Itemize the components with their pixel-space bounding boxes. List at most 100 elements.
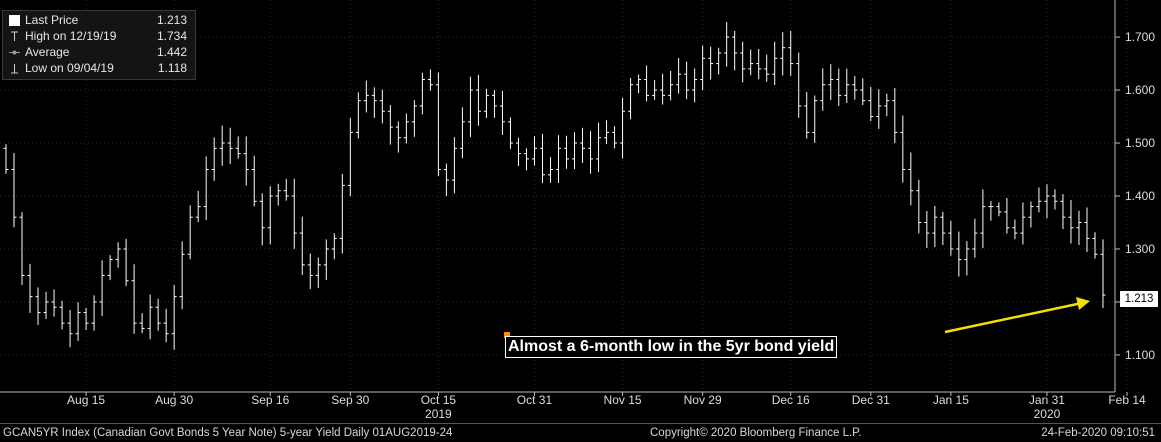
legend-last-label: Last Price [25, 13, 79, 27]
ohlc-bar [539, 134, 545, 184]
annotation-marker [504, 332, 510, 338]
y-tick-label: 1.300 [1125, 242, 1155, 256]
footer-timestamp: 24-Feb-2020 09:10:51 [1041, 427, 1155, 439]
ohlc-bar [459, 107, 465, 159]
ohlc-bar [1052, 189, 1058, 210]
ohlc-bar [764, 54, 770, 82]
ohlc-bar [748, 49, 754, 76]
ohlc-bar [11, 153, 17, 228]
ohlc-bar [395, 121, 401, 153]
ohlc-bar [860, 78, 866, 105]
ohlc-bar [948, 220, 954, 256]
ohlc-bar [660, 73, 666, 105]
x-tick-label: Feb 14 [1108, 393, 1146, 407]
ohlc-bar [620, 97, 626, 159]
ohlc-bar [67, 310, 73, 348]
ohlc-bar [339, 173, 345, 254]
ohlc-bar [59, 300, 65, 330]
ohlc-bar [780, 32, 786, 76]
ohlc-bar [123, 238, 129, 287]
annotation-arrow [944, 301, 1083, 334]
ohlc-bar [19, 212, 25, 286]
ohlc-bar [219, 125, 225, 166]
legend-row-last: Last Price 1.213 [7, 13, 191, 28]
ohlc-bar [507, 117, 513, 149]
y-tick-label: 1.600 [1125, 83, 1155, 97]
ohlc-bar [131, 264, 137, 334]
x-tick-label: Oct 15 [421, 393, 457, 407]
footer-copyright: Copyright© 2020 Bloomberg Finance L.P. [650, 427, 862, 439]
ohlc-bar [91, 295, 97, 331]
ohlc-bar [964, 241, 970, 276]
ohlc-bar [515, 137, 521, 167]
legend-box: Last Price 1.213 High on 12/19/19 1.734 … [2, 10, 196, 80]
x-tick-label: Nov 15 [604, 393, 642, 407]
legend-row-high: High on 12/19/19 1.734 [7, 29, 191, 44]
ohlc-bar [51, 289, 57, 317]
ohlc-bar [467, 76, 473, 138]
x-tick-label: Nov 29 [684, 393, 722, 407]
ohlc-bar [523, 148, 529, 171]
ohlc-bar [307, 253, 313, 290]
legend-average-value: 1.442 [156, 45, 187, 59]
x-tick-label: Jan 31 [1029, 393, 1065, 407]
ohlc-bar [652, 80, 658, 100]
ohlc-bar [980, 189, 986, 249]
ohlc-bar [347, 117, 353, 197]
ohlc-bar [916, 179, 922, 234]
ohlc-bar [1060, 194, 1066, 230]
ohlc-bar [363, 80, 369, 113]
ohlc-bar [1012, 219, 1018, 240]
ohlc-bar [956, 231, 962, 277]
ohlc-bar [836, 68, 842, 106]
ohlc-bar [419, 72, 425, 115]
ohlc-bar [331, 233, 337, 260]
ohlc-bar [283, 178, 289, 201]
ohlc-bar [868, 86, 874, 122]
ohlc-bar [1076, 210, 1082, 245]
legend-average-label: Average [25, 45, 70, 59]
ohlc-bar [147, 294, 153, 340]
ohlc-bar [27, 263, 33, 313]
ohlc-bar [227, 127, 233, 165]
legend-low-value: 1.118 [157, 61, 187, 75]
ohlc-bar [1084, 207, 1090, 253]
square-icon [9, 15, 20, 26]
ohlc-bar [812, 95, 818, 143]
legend-high-label: High on 12/19/19 [25, 29, 117, 43]
ohlc-bar [107, 255, 113, 281]
footer-bar: GCAN5YR Index (Canadian Govt Bonds 5 Yea… [0, 423, 1161, 442]
ohlc-bar [724, 22, 730, 67]
ohlc-bar [716, 47, 722, 75]
ohlc-bar [876, 89, 882, 129]
ohlc-bar [1004, 197, 1010, 234]
ohlc-bar [684, 61, 690, 100]
ohlc-bar [1020, 202, 1026, 245]
ohlc-bar [387, 105, 393, 145]
ohlc-bar [572, 132, 578, 170]
ohlc-bar [315, 257, 321, 288]
ohlc-bar [323, 239, 329, 281]
ohlc-bar [900, 115, 906, 183]
ohlc-bar [804, 91, 810, 139]
ohlc-bar [379, 89, 385, 124]
footer-security-info: GCAN5YR Index (Canadian Govt Bonds 5 Yea… [3, 427, 453, 439]
ohlc-bar [564, 135, 570, 169]
ohlc-bar [1068, 199, 1074, 244]
y-tick-label: 1.700 [1125, 30, 1155, 44]
ohlc-bar [932, 205, 938, 247]
ohlc-bar [483, 88, 489, 118]
ohlc-bar [604, 120, 610, 145]
ohlc-bar [235, 136, 241, 159]
ohlc-bar [291, 178, 297, 249]
legend-low-label: Low on 09/04/19 [25, 61, 114, 75]
ohlc-bar [788, 30, 794, 76]
ohlc-bar [1092, 232, 1098, 259]
ohlc-bars [3, 22, 1106, 350]
ohlc-bar [772, 41, 778, 85]
ohlc-bar [139, 313, 145, 334]
ohlc-bar [676, 57, 682, 94]
ohlc-bar [908, 152, 914, 206]
legend-high-value: 1.734 [156, 29, 187, 43]
